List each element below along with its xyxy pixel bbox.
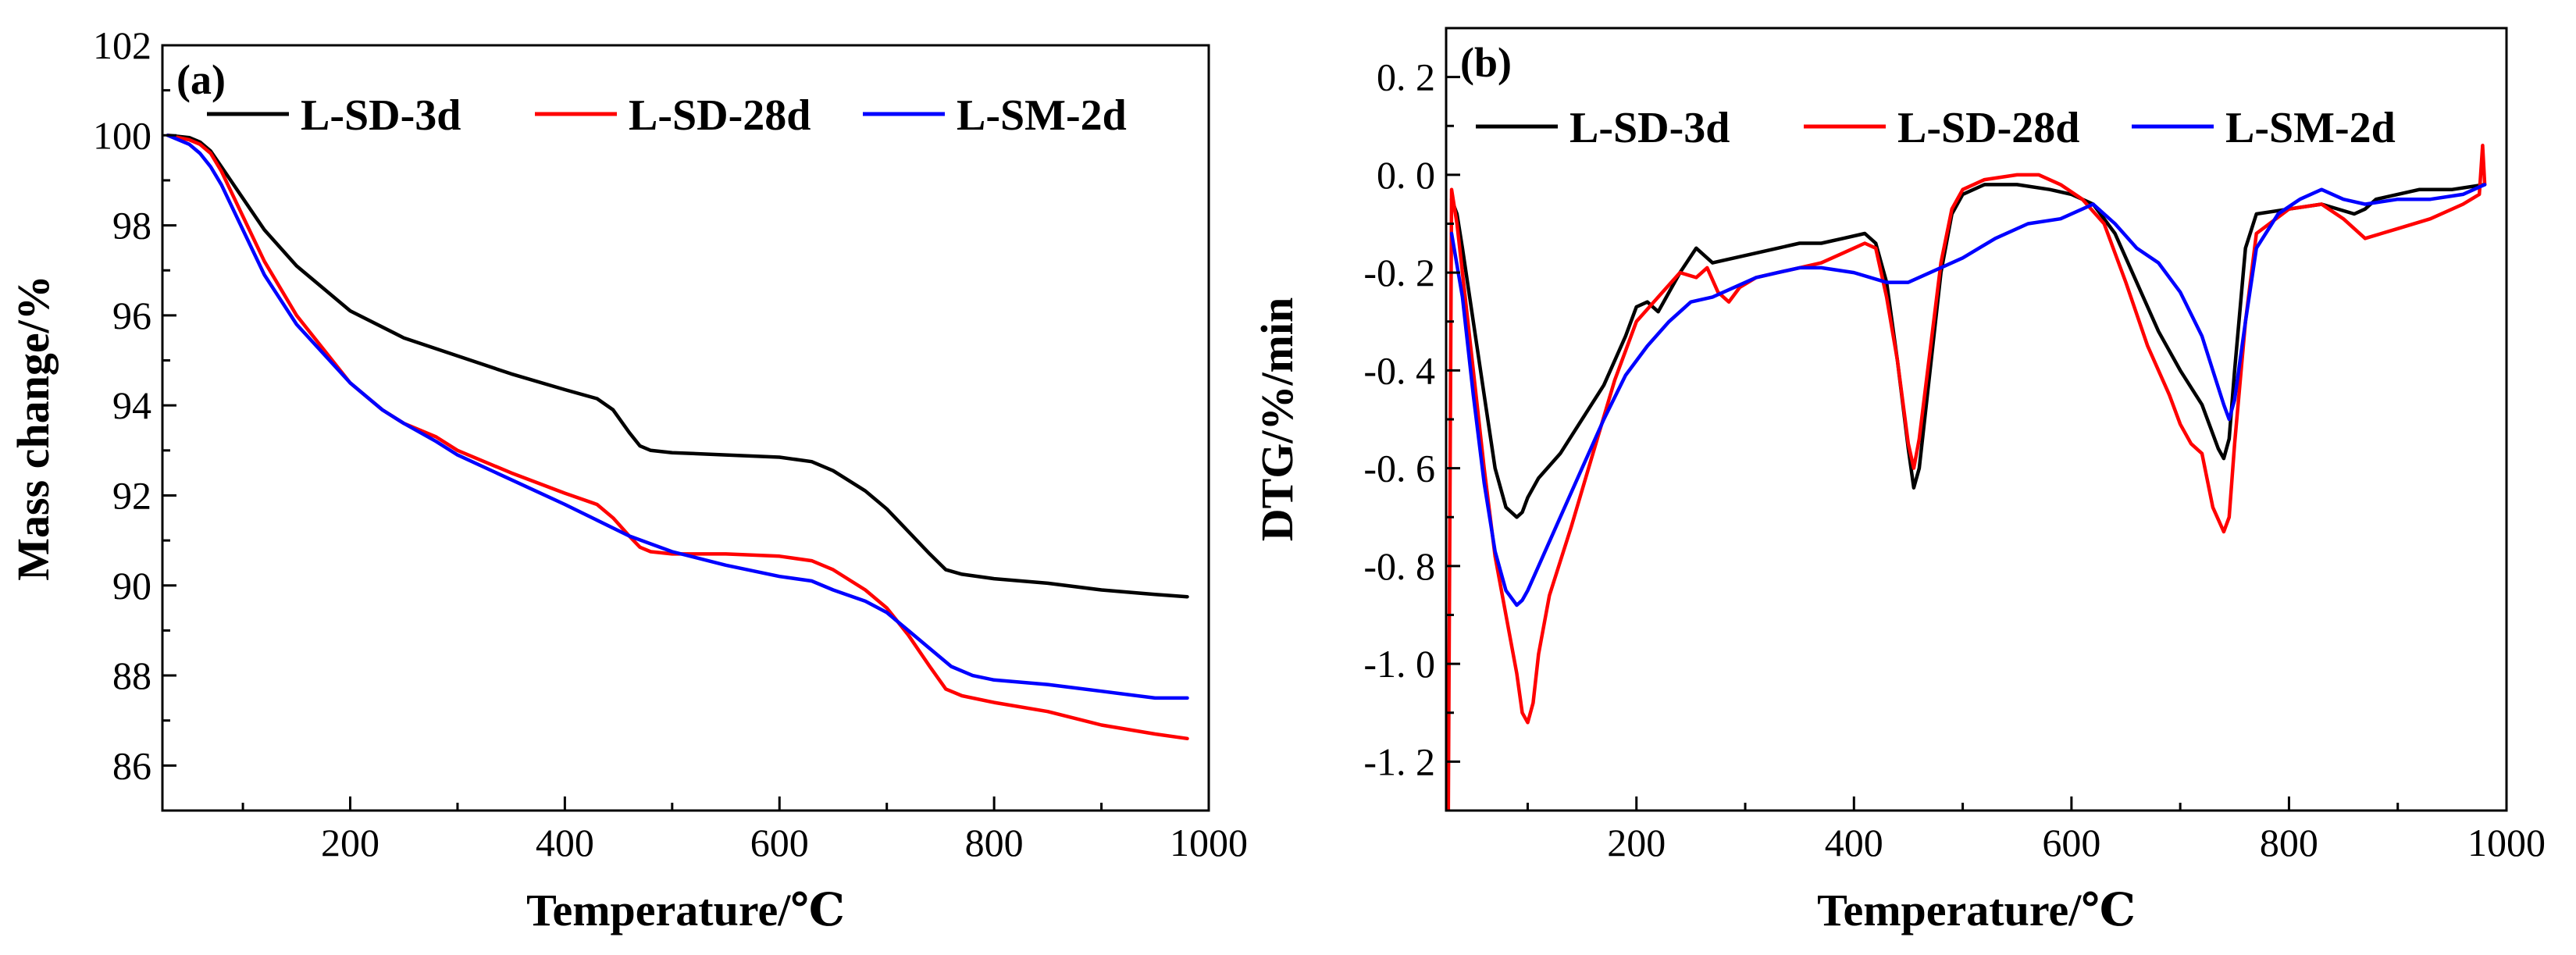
y-tick-label: 0. 2 — [1377, 55, 1435, 99]
x-tick-label: 200 — [321, 821, 379, 864]
y-tick-label: 90 — [112, 564, 151, 608]
x-tick-label: 1000 — [1170, 821, 1248, 864]
y-tick-label: -0. 8 — [1363, 544, 1435, 588]
x-tick-label: 1000 — [2467, 821, 2546, 864]
legend-label-l-sd-3d: L-SD-3d — [301, 91, 461, 140]
y-tick-label: -0. 6 — [1363, 447, 1435, 490]
panel-label: (b) — [1460, 39, 1512, 86]
y-tick-label: 96 — [112, 294, 151, 337]
y-tick-label: 92 — [112, 473, 151, 517]
panel-label: (a) — [176, 56, 226, 103]
series-line-l-sd-3d — [1449, 183, 2487, 519]
y-tick-label: 98 — [112, 204, 151, 248]
y-axis-title: Mass change/% — [8, 275, 59, 581]
x-tick-label: 200 — [1607, 821, 1666, 864]
legend-label-l-sd-28d: L-SD-28d — [629, 91, 811, 140]
legend-label-l-sd-3d: L-SD-3d — [1569, 104, 1730, 152]
x-tick-label: 400 — [1825, 821, 1883, 864]
series-line-l-sd-3d — [166, 134, 1189, 599]
chart-panel-a: 200 400 600 800 1000 86 88 90 92 94 96 98 100 102 Temp… — [8, 23, 1248, 935]
y-tick-label: -1. 0 — [1363, 642, 1435, 686]
x-axis-title: Temperature/℃ — [1817, 885, 2136, 935]
legend-label-l-sm-2d: L-SM-2d — [957, 91, 1127, 140]
y-tick-label: -0. 2 — [1363, 251, 1435, 294]
y-tick-label: 94 — [112, 383, 151, 427]
x-tick-label: 800 — [2260, 821, 2318, 864]
x-tick-label: 800 — [965, 821, 1024, 864]
y-tick-label: -0. 4 — [1363, 348, 1435, 392]
legend-label-l-sm-2d: L-SM-2d — [2225, 104, 2396, 152]
y-tick-label: 0. 0 — [1377, 153, 1435, 197]
y-tick-label: 102 — [93, 23, 151, 67]
x-tick-label: 600 — [2042, 821, 2100, 864]
y-tick-label: 88 — [112, 654, 151, 697]
x-axis-title: Temperature/℃ — [526, 885, 845, 935]
plot-frame — [161, 44, 1210, 812]
x-tick-label: 400 — [536, 821, 594, 864]
y-tick-label: -1. 2 — [1363, 739, 1435, 783]
x-tick-label: 600 — [750, 821, 809, 864]
series-line-l-sm-2d — [166, 134, 1189, 700]
y-axis-title: DTG/%/min — [1252, 298, 1302, 542]
y-tick-label: 100 — [93, 113, 151, 157]
legend-label-l-sd-28d: L-SD-28d — [1897, 104, 2079, 152]
chart-panel-b: 200 400 600 800 1000 0. 2 0. 0 -0. 2 -0. 4 -0. 6 -… — [1252, 27, 2546, 935]
series-line-l-sm-2d — [1449, 183, 2487, 608]
y-tick-label: 86 — [112, 743, 151, 787]
series-line-l-sd-28d — [1446, 144, 2487, 811]
series-line-l-sd-28d — [166, 134, 1189, 741]
